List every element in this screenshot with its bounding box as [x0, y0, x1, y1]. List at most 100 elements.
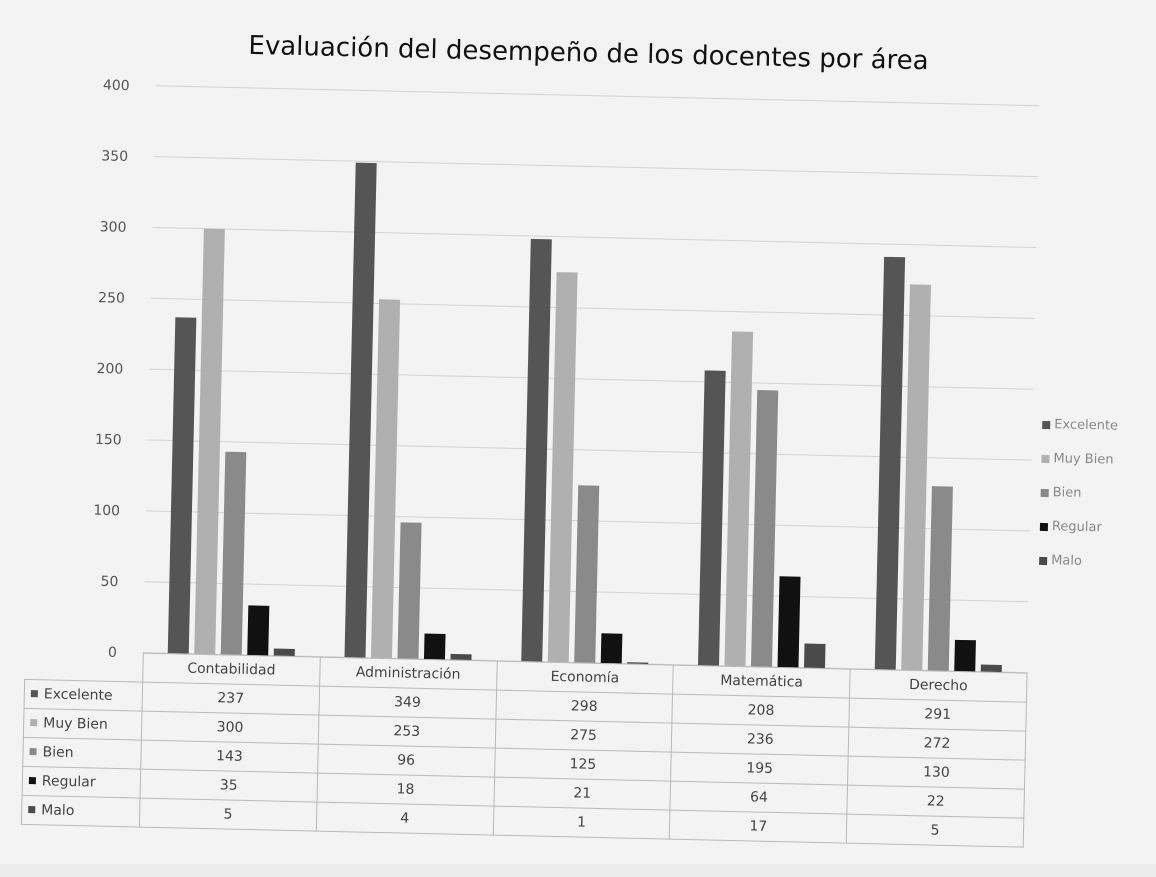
legend-swatch — [1039, 556, 1048, 565]
gridline — [155, 85, 1040, 107]
y-tick-label: 200 — [96, 361, 123, 378]
data-table: Contabilidad Administración Economía Matemá… — [21, 650, 1028, 847]
legend-swatch — [1040, 488, 1049, 497]
y-tick-label: 50 — [100, 574, 118, 590]
table-row-label: Malo — [41, 801, 75, 819]
table-cell: 253 — [318, 714, 496, 748]
legend-label: Bien — [1052, 485, 1082, 501]
bar-muy-bien — [901, 284, 931, 671]
table-cell: 5 — [846, 813, 1024, 847]
bar-regular — [600, 633, 623, 664]
table-cell: 64 — [670, 780, 848, 814]
table-cell: 236 — [671, 722, 850, 756]
bar-regular — [423, 633, 446, 660]
legend-key-swatch — [29, 748, 37, 756]
bar-regular — [247, 605, 270, 656]
table-row-label: Muy Bien — [43, 714, 109, 733]
table-cell: 208 — [672, 693, 850, 727]
table-row-label: Excelente — [43, 685, 113, 704]
table-cell: 291 — [849, 697, 1027, 731]
table-row-label: Bien — [42, 743, 74, 761]
table-cell: 272 — [848, 726, 1026, 760]
table-cell: 275 — [494, 718, 673, 752]
bar-malo — [980, 664, 1002, 673]
table-cell: 237 — [142, 681, 320, 715]
bar-bien — [574, 485, 600, 663]
table-row-header: Excelente — [24, 678, 143, 711]
bar-muy-bien — [724, 331, 754, 667]
table-cell: 17 — [669, 809, 848, 843]
bar-malo — [627, 662, 649, 665]
bar-excelente — [344, 162, 377, 658]
gridline — [152, 226, 1037, 249]
bar-malo — [803, 643, 826, 669]
category-label: Economía — [496, 661, 674, 694]
table-cell: 195 — [670, 751, 849, 785]
category-label: Matemática — [672, 665, 851, 698]
gridline — [154, 156, 1038, 178]
legend-label: Muy Bien — [1053, 451, 1114, 468]
bar-bien — [220, 451, 247, 655]
legend-label: Malo — [1050, 553, 1083, 569]
bar-muy-bien — [194, 228, 225, 655]
bar-excelente — [697, 370, 726, 666]
legend-key-swatch — [28, 806, 36, 814]
table-cell: 300 — [141, 710, 319, 744]
y-tick-label: 150 — [95, 432, 122, 449]
bar-bien — [927, 486, 953, 671]
table-cell: 4 — [316, 801, 494, 835]
bar-muy-bien — [547, 272, 578, 663]
bar-malo — [273, 648, 295, 657]
bar-malo — [450, 653, 472, 661]
bar-excelente — [521, 238, 552, 662]
table-cell: 96 — [317, 743, 495, 777]
table-row-header: Muy Bien — [23, 707, 143, 740]
table-cell: 143 — [140, 739, 319, 773]
table-cell: 35 — [140, 768, 318, 802]
category-label: Contabilidad — [142, 653, 321, 686]
table-row-header: Malo — [21, 794, 141, 827]
legend-item: Bien — [1040, 481, 1152, 507]
y-tick-label: 300 — [100, 219, 127, 236]
y-tick-label: 0 — [108, 645, 117, 661]
y-tick-label: 400 — [103, 78, 130, 95]
bar-bien — [397, 522, 422, 659]
table-cell: 22 — [847, 784, 1025, 818]
legend-item: Regular — [1039, 515, 1152, 541]
bar-excelente — [874, 256, 906, 670]
table-cell: 349 — [318, 685, 497, 719]
table-cell: 21 — [493, 776, 671, 810]
y-tick-label: 350 — [101, 148, 128, 165]
table-cell: 5 — [139, 797, 317, 831]
legend-key-swatch — [30, 719, 38, 727]
legend-item: Muy Bien — [1041, 447, 1153, 473]
legend-item: Malo — [1039, 549, 1151, 575]
legend-key-swatch — [30, 690, 38, 698]
table-row-header: Regular — [22, 765, 141, 798]
legend-swatch — [1041, 454, 1050, 463]
table-cell: 1 — [492, 805, 671, 839]
table-corner — [25, 650, 144, 681]
legend-label: Excelente — [1054, 417, 1119, 434]
category-label: Administración — [319, 657, 497, 690]
y-tick-label: 250 — [98, 290, 125, 307]
bar-bien — [750, 390, 779, 667]
legend-item: Excelente — [1042, 413, 1154, 439]
table-row-header: Bien — [22, 736, 142, 769]
table-row-label: Regular — [41, 772, 96, 791]
table-cell: 18 — [316, 772, 495, 806]
legend-label: Regular — [1051, 519, 1102, 536]
legend-swatch — [1042, 420, 1051, 429]
legend: Excelente Muy Bien Bien Regular Malo — [1039, 413, 1155, 585]
bar-excelente — [167, 317, 197, 654]
table-cell: 298 — [495, 689, 673, 723]
bar-muy-bien — [370, 299, 401, 659]
bar-regular — [777, 576, 801, 668]
bar-regular — [954, 639, 976, 672]
legend-swatch — [1039, 522, 1049, 531]
table-cell: 125 — [494, 747, 672, 781]
category-label: Derecho — [849, 669, 1028, 702]
